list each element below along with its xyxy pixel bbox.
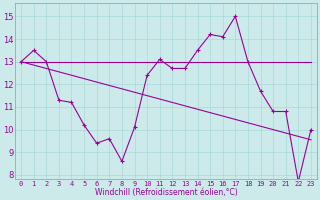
X-axis label: Windchill (Refroidissement éolien,°C): Windchill (Refroidissement éolien,°C) [95, 188, 237, 197]
